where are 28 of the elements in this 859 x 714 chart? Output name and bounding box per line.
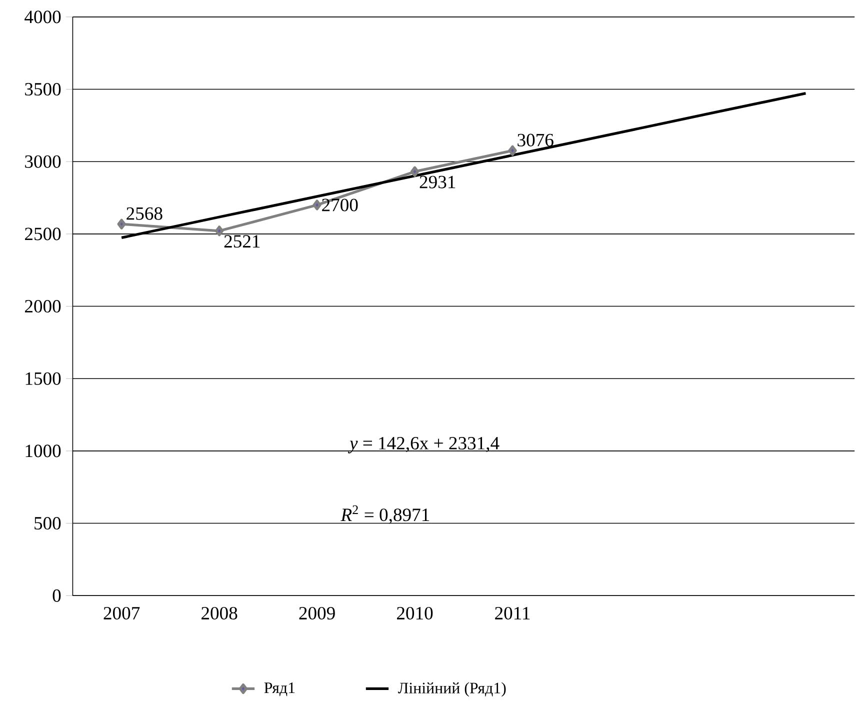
point — [117, 218, 126, 230]
y-tick-label: 1500 — [26, 372, 61, 385]
x-tick-label: 2008 — [202, 606, 238, 620]
x-tick-label: 2007 — [104, 606, 140, 620]
y-tick-label: 500 — [34, 516, 61, 530]
y-tick-label: 0 — [52, 589, 61, 602]
point — [312, 200, 322, 210]
y-tick-label: 3500 — [25, 82, 61, 96]
data-label: 3076 — [518, 134, 554, 146]
data-label: 2521 — [224, 235, 260, 248]
legend-label: Ряд1 — [264, 682, 295, 696]
y-tick-label: 1000 — [26, 444, 61, 458]
y-tick-label: 4000 — [24, 10, 61, 24]
legend-label: Лінійний (Ряд1) — [398, 682, 506, 697]
y-tick-label: 2000 — [25, 300, 61, 312]
y-tick-label: 2500 — [25, 228, 61, 240]
annotation: y = 142,6x + 2331,4 — [348, 436, 500, 454]
data-label: 2931 — [420, 176, 456, 188]
point — [214, 226, 224, 236]
x-tick-label: 2009 — [299, 606, 335, 620]
point — [508, 145, 517, 156]
x-tick-label: 2011 — [495, 606, 530, 620]
data-label: 2700 — [322, 198, 358, 212]
y-tick-label: 3000 — [25, 155, 61, 168]
point — [410, 166, 420, 177]
annotation: R$^{2}$ = 0,8971 — [340, 505, 430, 524]
data-label: 2568 — [126, 207, 162, 220]
x-tick-label: 2010 — [397, 606, 433, 620]
